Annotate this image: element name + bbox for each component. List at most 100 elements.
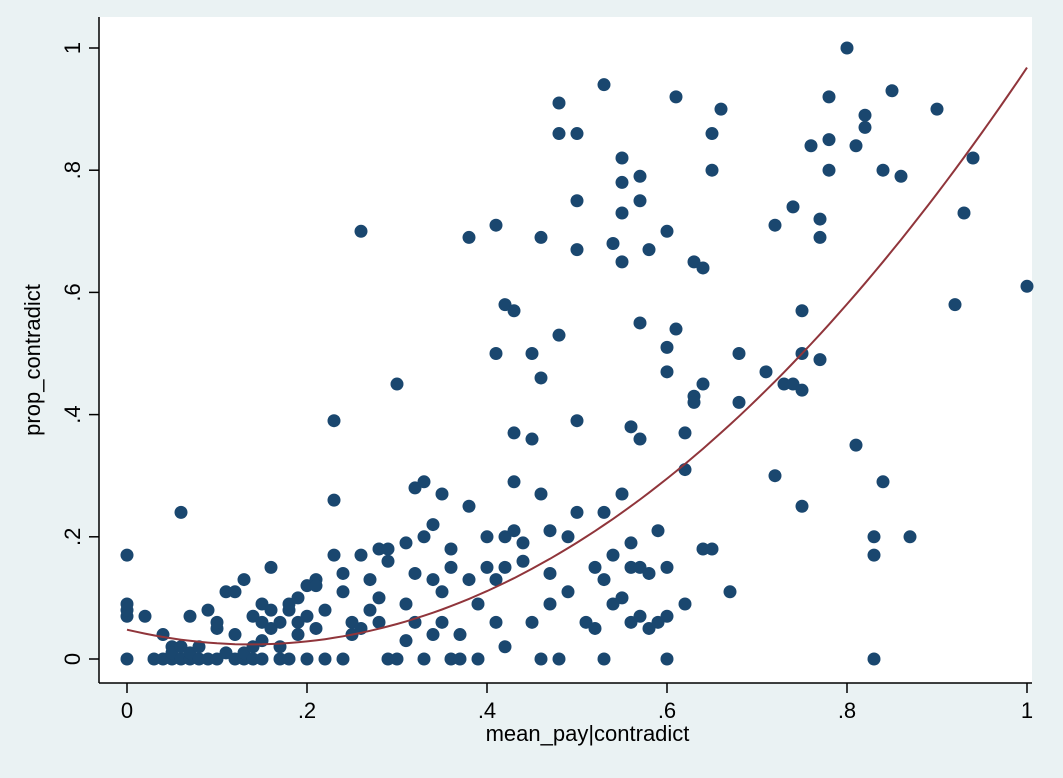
data-point xyxy=(562,530,575,543)
data-point xyxy=(931,103,944,116)
data-point xyxy=(571,243,584,256)
data-point xyxy=(796,384,809,397)
x-tick-label: .2 xyxy=(298,698,316,723)
data-point xyxy=(661,653,674,666)
data-point xyxy=(283,653,296,666)
data-point xyxy=(652,524,665,537)
data-point xyxy=(697,378,710,391)
data-point xyxy=(535,231,548,244)
data-point xyxy=(670,90,683,103)
data-point xyxy=(886,84,899,97)
data-point xyxy=(472,598,485,611)
data-point xyxy=(715,103,728,116)
data-point xyxy=(823,164,836,177)
data-point xyxy=(868,530,881,543)
data-point xyxy=(661,365,674,378)
data-point xyxy=(445,561,458,574)
data-point xyxy=(571,127,584,140)
data-point xyxy=(256,653,269,666)
data-point xyxy=(616,488,629,501)
data-point xyxy=(544,524,557,537)
data-point xyxy=(238,573,251,586)
data-point xyxy=(310,622,323,635)
data-point xyxy=(634,610,647,623)
data-point xyxy=(553,653,566,666)
data-point xyxy=(553,96,566,109)
data-point xyxy=(472,653,485,666)
data-point xyxy=(337,585,350,598)
data-point xyxy=(625,536,638,549)
y-tick-label: .8 xyxy=(60,161,85,179)
data-point xyxy=(616,255,629,268)
data-point xyxy=(427,628,440,641)
data-point xyxy=(895,170,908,183)
data-point xyxy=(688,396,701,409)
data-point xyxy=(490,616,503,629)
data-point xyxy=(544,598,557,611)
data-point xyxy=(391,378,404,391)
data-point xyxy=(571,194,584,207)
data-point xyxy=(634,316,647,329)
data-point xyxy=(481,530,494,543)
data-point xyxy=(814,213,827,226)
data-point xyxy=(481,561,494,574)
data-point xyxy=(904,530,917,543)
data-point xyxy=(337,567,350,580)
data-point xyxy=(859,109,872,122)
data-point xyxy=(328,494,341,507)
data-point xyxy=(598,653,611,666)
data-point xyxy=(796,500,809,513)
data-point xyxy=(643,567,656,580)
data-point xyxy=(454,653,467,666)
data-point xyxy=(400,598,413,611)
data-point xyxy=(706,164,719,177)
data-point xyxy=(868,653,881,666)
data-point xyxy=(400,634,413,647)
data-point xyxy=(661,341,674,354)
data-point xyxy=(796,304,809,317)
data-point xyxy=(769,219,782,232)
y-tick-label: .6 xyxy=(60,283,85,301)
data-point xyxy=(211,616,224,629)
data-point xyxy=(373,591,386,604)
data-point xyxy=(760,365,773,378)
data-point xyxy=(427,573,440,586)
data-point xyxy=(490,219,503,232)
data-point xyxy=(436,616,449,629)
data-point xyxy=(616,151,629,164)
data-point xyxy=(589,561,602,574)
data-point xyxy=(328,414,341,427)
data-point xyxy=(535,653,548,666)
data-point xyxy=(508,426,521,439)
data-point xyxy=(121,598,134,611)
data-point xyxy=(607,237,620,250)
data-point xyxy=(598,78,611,91)
data-point xyxy=(958,206,971,219)
data-point xyxy=(436,585,449,598)
data-point xyxy=(454,628,467,641)
x-tick-label: .4 xyxy=(478,698,496,723)
data-point xyxy=(814,231,827,244)
data-point xyxy=(823,133,836,146)
data-point xyxy=(517,536,530,549)
y-axis-title: prop_contradict xyxy=(20,284,45,436)
data-point xyxy=(382,555,395,568)
data-point xyxy=(661,225,674,238)
data-point xyxy=(175,506,188,519)
data-point xyxy=(823,90,836,103)
data-point xyxy=(706,543,719,556)
data-point xyxy=(229,585,242,598)
data-point xyxy=(517,555,530,568)
data-point xyxy=(355,549,368,562)
data-point xyxy=(427,518,440,531)
data-point xyxy=(634,433,647,446)
data-point xyxy=(292,628,305,641)
data-point xyxy=(553,127,566,140)
data-point xyxy=(535,488,548,501)
data-point xyxy=(634,170,647,183)
data-point xyxy=(202,604,215,617)
data-point xyxy=(418,530,431,543)
data-point xyxy=(706,127,719,140)
data-point xyxy=(877,164,890,177)
data-point xyxy=(499,561,512,574)
